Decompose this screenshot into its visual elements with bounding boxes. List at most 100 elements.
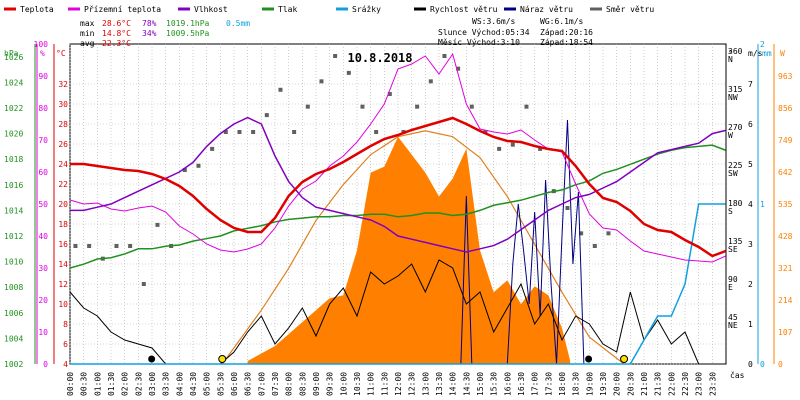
x-tick-label: 14:30 (462, 372, 471, 396)
solar-tick: 856 (778, 104, 793, 113)
rain-unit: mm (762, 49, 772, 58)
wind-dir-tick: 135 (728, 237, 743, 246)
sunrise-icon (218, 355, 227, 363)
wind-direction-point (469, 104, 474, 109)
sun-curve (221, 130, 625, 365)
x-tick-label: 17:00 (531, 372, 540, 396)
x-tick-label: 19:00 (585, 372, 594, 396)
x-tick-label: 23:00 (695, 372, 704, 396)
wind-direction-point (456, 66, 461, 71)
wind-direction-point (128, 244, 133, 248)
x-tick-label: 13:00 (421, 372, 430, 396)
stat-max-temp: 28.6°C (102, 19, 131, 28)
pressure-tick: 1020 (4, 130, 23, 139)
x-tick-label: 10:30 (353, 372, 362, 396)
pressure-tick: 1010 (4, 258, 23, 267)
wind-direction-point (210, 146, 215, 151)
moon-rise-text: Měsíc Východ:3:10 (438, 38, 520, 47)
humidity-unit: % (40, 49, 45, 58)
moonrise-icon (148, 355, 156, 363)
solar-tick: 428 (778, 232, 793, 241)
x-tick-label: 11:00 (367, 372, 376, 396)
wind-dir-tick: 270 (728, 123, 743, 132)
wind-direction-point (565, 206, 570, 210)
wind-speed-unit: m/s (748, 49, 763, 58)
temperature-tick: 32 (58, 80, 68, 89)
wind-direction-point (333, 54, 338, 58)
wind-speed-tick: 5 (748, 160, 753, 169)
wind-direction-point (428, 79, 433, 84)
wind-dir-tick: 315 (728, 85, 743, 94)
pressure-tick: 1022 (4, 104, 23, 113)
humidity-tick: 50 (38, 200, 48, 209)
wind-direction-point (182, 168, 187, 172)
pressure-tick: 1026 (4, 53, 23, 62)
rain-tick: 1 (760, 200, 765, 209)
legend-label: Teplota (20, 5, 54, 14)
wind-speed-tick: 6 (748, 120, 753, 129)
legend-label: Náraz větru (520, 5, 573, 14)
solar-tick: 107 (778, 328, 793, 337)
x-tick-label: 22:30 (681, 372, 690, 396)
ground-temp-line (69, 52, 726, 263)
x-tick-label: 12:00 (394, 372, 403, 396)
sunset-icon (620, 355, 629, 363)
wind-direction-point (305, 104, 310, 109)
wind-direction-point (73, 244, 78, 248)
wind-dir-name: E (728, 283, 733, 292)
wind-speed-tick: 3 (748, 240, 753, 249)
wind-direction-point (510, 142, 515, 147)
wind-dir-tick: 180 (728, 199, 743, 208)
wind-speed-tick: 4 (748, 200, 753, 209)
wind-speed-tick: 7 (748, 80, 753, 89)
humidity-line (70, 116, 726, 253)
temperature-unit: °C (56, 49, 66, 58)
pressure-unit: hPa (4, 49, 19, 58)
wind-direction-point (579, 231, 584, 236)
stat-avg-label: avg (80, 39, 95, 48)
x-tick-label: 09:30 (326, 372, 335, 396)
wind-dir-tick: 45 (728, 313, 738, 322)
x-axis-label: čas (730, 370, 745, 380)
humidity-tick: 40 (38, 232, 48, 241)
moon-set-text: Západ:18:54 (540, 38, 593, 47)
wind-ws: WS:3.6m/s (472, 17, 516, 26)
wind-dir-unit: ° (728, 49, 733, 58)
wind-dir-name: SE (728, 245, 738, 254)
temperature-tick: 24 (58, 160, 68, 169)
pressure-tick: 1002 (4, 360, 23, 369)
rain-tick: 0 (760, 360, 765, 369)
x-tick-label: 19:30 (599, 372, 608, 396)
wind-direction-point (374, 130, 379, 134)
x-tick-label: 18:00 (558, 372, 567, 396)
wind-dir-tick: 225 (728, 161, 743, 170)
wind-speed-tick: 1 (748, 320, 753, 329)
humidity-tick: 70 (38, 136, 48, 145)
x-tick-label: 02:30 (134, 372, 143, 396)
x-tick-label: 16:30 (517, 372, 526, 396)
pressure-tick: 1006 (4, 309, 23, 318)
wind-dir-name: SW (728, 169, 738, 178)
stat-min-temp: 14.8°C (102, 29, 131, 38)
wind-direction-point (319, 79, 324, 84)
wind-direction-point (114, 244, 119, 248)
legend-label: Srážky (352, 5, 381, 14)
wind-dir-tick: 90 (728, 275, 738, 284)
solar-tick: 0 (778, 360, 783, 369)
moonset-icon (585, 355, 593, 363)
temperature-tick: 12 (58, 280, 68, 289)
wind-direction-point (442, 54, 447, 58)
temperature-tick: 14 (58, 260, 68, 269)
x-tick-label: 08:00 (285, 372, 294, 396)
wind-direction-point (524, 104, 529, 109)
wind-wg: WG:6.1m/s (540, 17, 584, 26)
stat-max-press: 1019.1hPa (166, 19, 210, 28)
wind-direction-point (538, 146, 543, 151)
legend-label: Tlak (278, 5, 297, 14)
humidity-tick: 80 (38, 104, 48, 113)
temperature-tick: 22 (58, 180, 68, 189)
stat-max-label: max (80, 19, 95, 28)
x-tick-label: 16:00 (503, 372, 512, 396)
x-tick-label: 01:30 (107, 372, 116, 396)
